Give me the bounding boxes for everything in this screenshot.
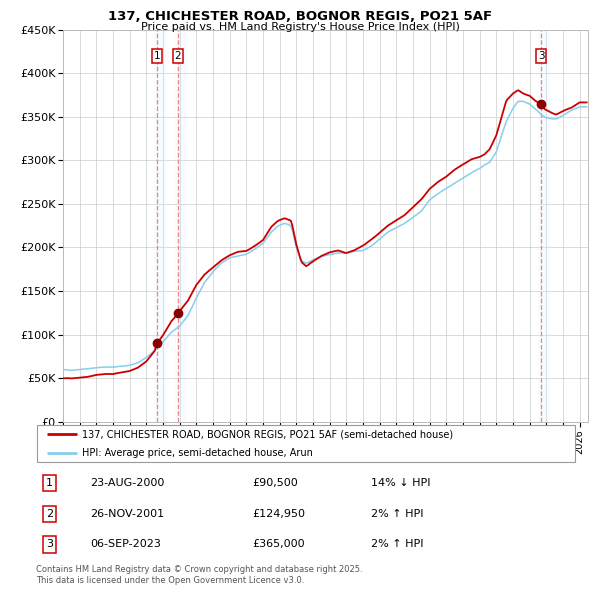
Text: 06-SEP-2023: 06-SEP-2023 (90, 539, 161, 549)
Text: 3: 3 (538, 51, 544, 61)
Text: 3: 3 (46, 539, 53, 549)
Text: Price paid vs. HM Land Registry's House Price Index (HPI): Price paid vs. HM Land Registry's House … (140, 22, 460, 32)
Text: 2: 2 (175, 51, 181, 61)
Text: 2: 2 (46, 509, 53, 519)
FancyBboxPatch shape (37, 425, 575, 461)
Text: HPI: Average price, semi-detached house, Arun: HPI: Average price, semi-detached house,… (82, 448, 313, 458)
Text: 26-NOV-2001: 26-NOV-2001 (90, 509, 164, 519)
Text: 137, CHICHESTER ROAD, BOGNOR REGIS, PO21 5AF (semi-detached house): 137, CHICHESTER ROAD, BOGNOR REGIS, PO21… (82, 430, 453, 440)
Text: 2% ↑ HPI: 2% ↑ HPI (371, 509, 424, 519)
Bar (154, 30, 166, 422)
Text: 14% ↓ HPI: 14% ↓ HPI (371, 478, 430, 489)
Text: 2% ↑ HPI: 2% ↑ HPI (371, 539, 424, 549)
Text: £365,000: £365,000 (252, 539, 305, 549)
Text: 23-AUG-2000: 23-AUG-2000 (90, 478, 164, 489)
Text: 137, CHICHESTER ROAD, BOGNOR REGIS, PO21 5AF: 137, CHICHESTER ROAD, BOGNOR REGIS, PO21… (108, 10, 492, 23)
Bar (175, 30, 187, 422)
Text: £90,500: £90,500 (252, 478, 298, 489)
Text: £124,950: £124,950 (252, 509, 305, 519)
Text: Contains HM Land Registry data © Crown copyright and database right 2025.
This d: Contains HM Land Registry data © Crown c… (36, 565, 362, 585)
Text: 1: 1 (46, 478, 53, 489)
Text: 1: 1 (154, 51, 160, 61)
Bar (538, 30, 550, 422)
